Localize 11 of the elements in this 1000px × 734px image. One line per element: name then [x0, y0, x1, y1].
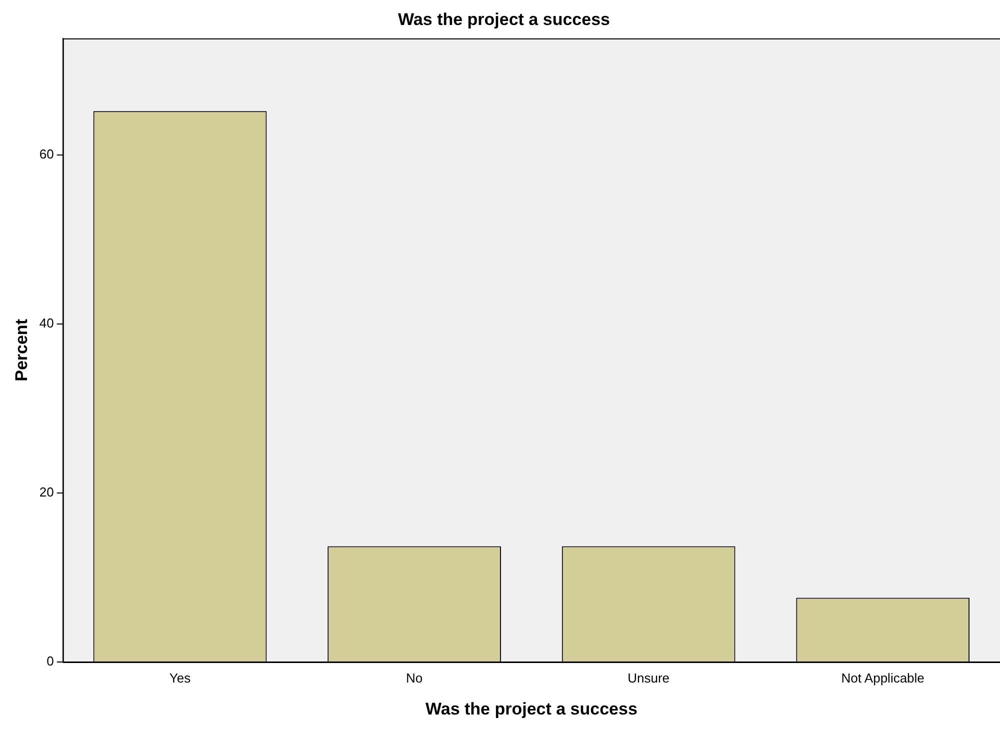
y-tick-label: 20	[39, 484, 54, 500]
x-tick-label: Not Applicable	[841, 670, 924, 686]
y-tick-label: 40	[39, 316, 54, 331]
x-axis-title: Was the project a success	[425, 699, 638, 718]
x-tick-label: No	[406, 670, 423, 686]
chart-title: Was the project a success	[398, 10, 610, 29]
y-tick-label: 60	[39, 146, 54, 162]
x-tick-label: Unsure	[628, 670, 670, 686]
y-tick-label: 0	[46, 654, 54, 669]
x-tick-label: Yes	[169, 670, 192, 686]
y-axis-title: Percent	[12, 318, 31, 382]
